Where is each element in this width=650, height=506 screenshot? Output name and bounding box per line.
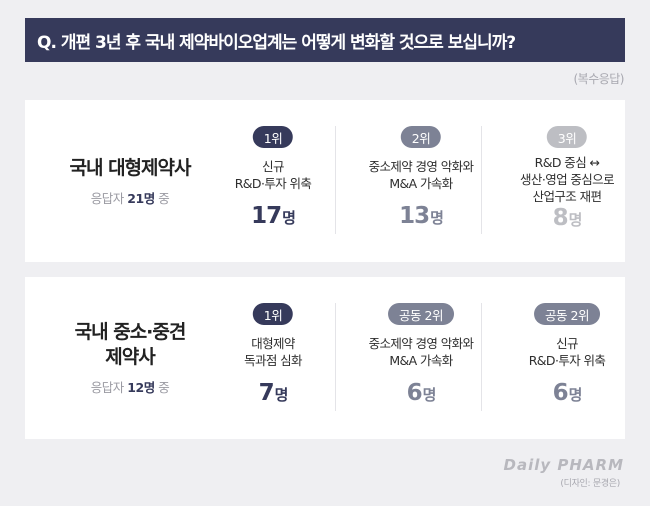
respondent-suffix: 중	[158, 190, 170, 206]
item-description-line: R&D 중심 ↔	[534, 155, 600, 170]
item-description-line: 대형제약	[251, 336, 295, 351]
rank-badge: 공동 2위	[534, 303, 600, 325]
count-unit: 명	[568, 211, 583, 229]
column-divider	[481, 303, 482, 411]
design-credit: (디자인: 문경은)	[560, 479, 620, 489]
item-description: 신규 R&D·투자 위축	[208, 158, 338, 192]
group-name-line: 국내 중소·중견	[74, 321, 187, 343]
group-header: 국내 대형제약사 응답자 21명 중	[25, 100, 235, 262]
respondent-suffix: 중	[158, 380, 170, 395]
item-count: 6명	[356, 380, 486, 406]
rank-badge: 1위	[252, 303, 294, 325]
group-header: 국내 중소·중견 제약사 응답자 12명 중	[25, 277, 235, 439]
item-description: 중소제약 경영 악화와 M&A 가속화	[356, 158, 486, 192]
respondent-number: 12명	[127, 380, 155, 395]
count-unit: 명	[282, 209, 296, 227]
count-unit: 명	[274, 386, 289, 404]
count-value: 13	[399, 203, 430, 229]
rank-badge: 1위	[252, 126, 294, 148]
item-description-line: M&A 가속화	[389, 353, 453, 368]
column-divider	[335, 126, 336, 234]
rank-item-1: 1위 대형제약 독과점 심화 7명	[208, 277, 338, 439]
question-title: Q. 개편 3년 후 국내 제약바이오업계는 어떻게 변화할 것으로 보십니까?	[25, 18, 625, 62]
item-description-line: R&D·투자 위축	[234, 176, 312, 191]
item-description-line: 독과점 심화	[244, 353, 302, 368]
item-description: R&D 중심 ↔ 생산·영업 중심으로 산업구조 재편	[502, 154, 632, 205]
item-description-line: 산업구조 재편	[532, 189, 602, 204]
item-description-line: R&D·투자 위축	[528, 353, 606, 368]
column-divider	[335, 303, 336, 411]
item-description: 신규 R&D·투자 위축	[502, 335, 632, 369]
item-description-line: M&A 가속화	[389, 176, 453, 191]
count-unit: 명	[568, 386, 583, 404]
rank-badge: 2위	[400, 126, 442, 148]
item-description-line: 중소제약 경영 악화와	[368, 336, 474, 351]
column-divider	[481, 126, 482, 234]
rank-item-3: 3위 R&D 중심 ↔ 생산·영업 중심으로 산업구조 재편 8명	[502, 100, 632, 262]
item-description: 대형제약 독과점 심화	[208, 335, 338, 369]
item-description-line: 중소제약 경영 악화와	[368, 159, 474, 174]
multiple-response-note: (복수응답)	[573, 72, 624, 86]
respondent-number: 21명	[127, 190, 155, 206]
group-card-small-mid-pharma: 국내 중소·중견 제약사 응답자 12명 중 1위 대형제약 독과점 심화 7명…	[25, 277, 625, 439]
dailypharm-logo: Daily PHARM	[503, 456, 624, 474]
item-count: 13명	[356, 203, 486, 229]
respondent-count: 응답자 21명 중	[90, 188, 170, 207]
count-unit: 명	[430, 209, 444, 227]
item-count: 6명	[502, 380, 632, 406]
rank-item-3: 공동 2위 신규 R&D·투자 위축 6명	[502, 277, 632, 439]
item-count: 17명	[208, 203, 338, 229]
respondent-prefix: 응답자	[90, 380, 125, 395]
rank-item-1: 1위 신규 R&D·투자 위축 17명	[208, 100, 338, 262]
item-description: 중소제약 경영 악화와 M&A 가속화	[356, 335, 486, 369]
group-name-line: 제약사	[105, 346, 155, 368]
count-value: 8	[552, 205, 569, 231]
respondent-prefix: 응답자	[90, 190, 125, 206]
count-value: 17	[251, 203, 282, 229]
rank-badge: 3위	[546, 126, 588, 148]
group-name-line: 국내 대형제약사	[69, 156, 192, 179]
item-description-line: 신규	[556, 336, 578, 351]
rank-item-2: 2위 중소제약 경영 악화와 M&A 가속화 13명	[356, 100, 486, 262]
group-card-large-pharma: 국내 대형제약사 응답자 21명 중 1위 신규 R&D·투자 위축 17명 2…	[25, 100, 625, 262]
item-description-line: 생산·영업 중심으로	[520, 172, 615, 187]
group-name: 국내 중소·중견 제약사	[74, 320, 187, 370]
item-count: 8명	[502, 205, 632, 231]
item-description-line: 신규	[262, 159, 284, 174]
group-name: 국내 대형제약사	[69, 156, 192, 181]
item-count: 7명	[208, 380, 338, 406]
count-value: 6	[406, 380, 423, 406]
count-unit: 명	[422, 386, 437, 404]
respondent-count: 응답자 12명 중	[90, 377, 170, 396]
count-value: 7	[258, 380, 275, 406]
count-value: 6	[552, 380, 569, 406]
rank-badge: 공동 2위	[388, 303, 454, 325]
rank-item-2: 공동 2위 중소제약 경영 악화와 M&A 가속화 6명	[356, 277, 486, 439]
